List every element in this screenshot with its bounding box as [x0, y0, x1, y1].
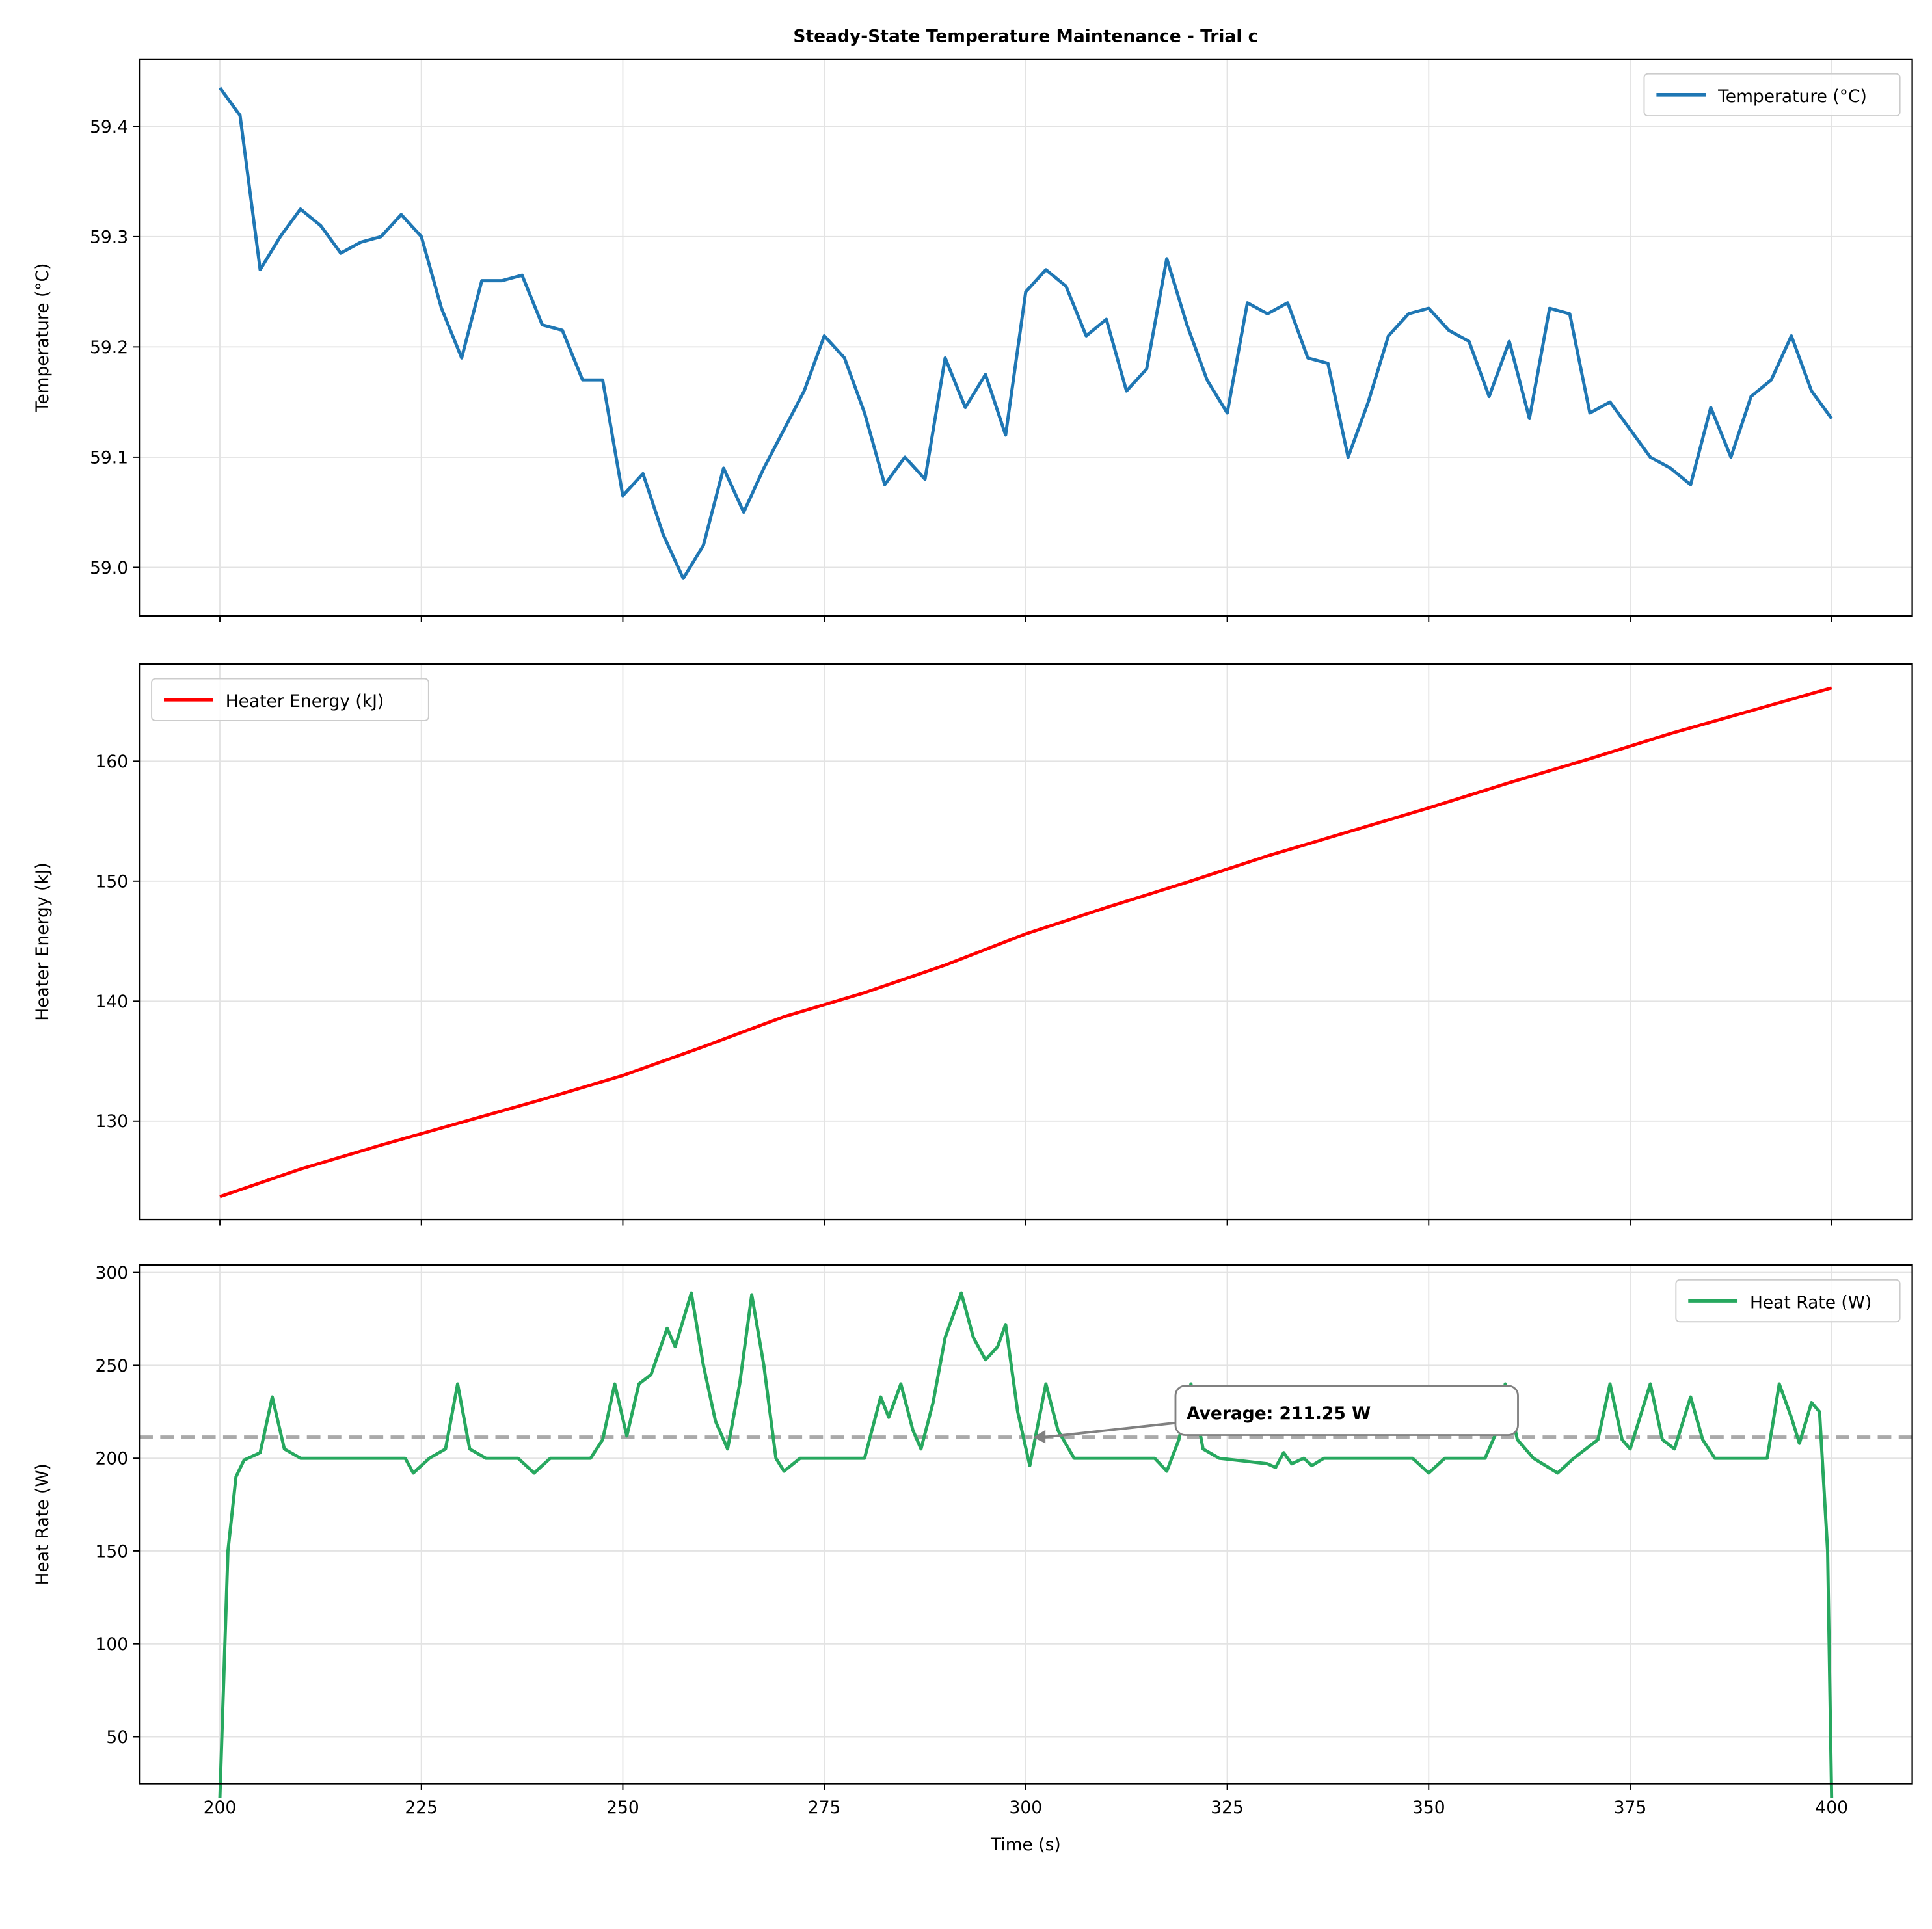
chart-title: Steady-State Temperature Maintenance - T…	[793, 26, 1258, 46]
x-tick-label: 225	[405, 1798, 438, 1818]
y-tick-label: 59.4	[90, 117, 128, 137]
y-tick-label: 59.2	[90, 338, 128, 358]
axes-frame	[138, 58, 1913, 617]
legend-label: Heat Rate (W)	[1750, 1292, 1872, 1312]
y-tick-label: 50	[106, 1727, 128, 1748]
y-tick-label: 59.0	[90, 558, 128, 578]
y-tick-label: 150	[95, 1541, 128, 1562]
legend-box	[151, 678, 429, 721]
y-tick-label: 160	[95, 752, 128, 772]
axes-frame	[138, 1264, 1913, 1785]
y-tick-label: 200	[95, 1449, 128, 1469]
legend-box	[1643, 73, 1901, 116]
x-tick-label: 300	[1010, 1798, 1043, 1818]
x-tick-label: 250	[606, 1798, 639, 1818]
annotation-arrowhead	[1033, 1430, 1046, 1444]
x-tick-label: 200	[204, 1798, 237, 1818]
y-tick-label: 140	[95, 992, 128, 1012]
data-line	[218, 1291, 1834, 1798]
y-tick-label: 100	[95, 1634, 128, 1655]
y-axis-label: Heater Energy (kJ)	[33, 862, 53, 1021]
y-tick-label: 130	[95, 1111, 128, 1132]
y-tick-label: 150	[95, 871, 128, 892]
x-tick-label: 350	[1412, 1798, 1445, 1818]
y-axis-label: Temperature (°C)	[33, 263, 53, 413]
annotation-arrow	[1043, 1421, 1177, 1439]
annotation-box	[1174, 1385, 1519, 1436]
y-tick-label: 250	[95, 1356, 128, 1376]
legend-label: Heater Energy (kJ)	[226, 691, 384, 712]
x-tick-label: 275	[808, 1798, 841, 1818]
annotation: Average: 211.25 W	[1033, 1385, 1519, 1444]
x-tick-label: 325	[1211, 1798, 1244, 1818]
y-tick-label: 300	[95, 1263, 128, 1283]
y-axis-label: Heat Rate (W)	[33, 1463, 53, 1585]
legend-label: Temperature (°C)	[1717, 86, 1867, 107]
annotation-text: Average: 211.25 W	[1187, 1404, 1371, 1424]
data-line	[219, 686, 1832, 1199]
y-tick-label: 59.1	[90, 447, 128, 468]
x-tick-label: 375	[1614, 1798, 1647, 1818]
legend-box	[1675, 1279, 1901, 1323]
data-line	[219, 86, 1833, 580]
x-tick-label: 400	[1815, 1798, 1848, 1818]
y-tick-label: 59.3	[90, 227, 128, 247]
axes-frame	[138, 663, 1913, 1221]
x-axis-label: Time (s)	[990, 1835, 1061, 1855]
